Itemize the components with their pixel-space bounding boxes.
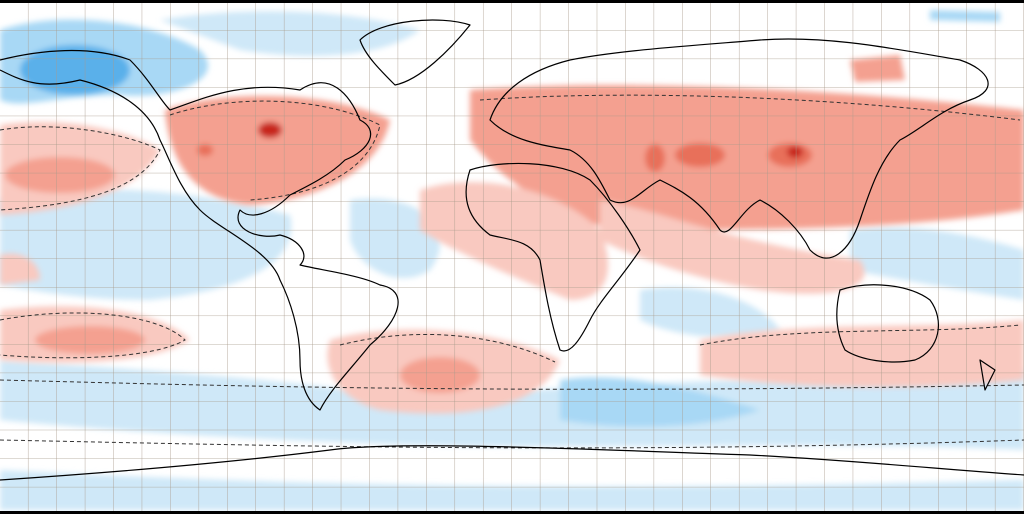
top-border xyxy=(0,0,1024,3)
contours xyxy=(0,94,1024,449)
bottom-border xyxy=(0,511,1024,514)
coastlines xyxy=(0,19,1024,481)
